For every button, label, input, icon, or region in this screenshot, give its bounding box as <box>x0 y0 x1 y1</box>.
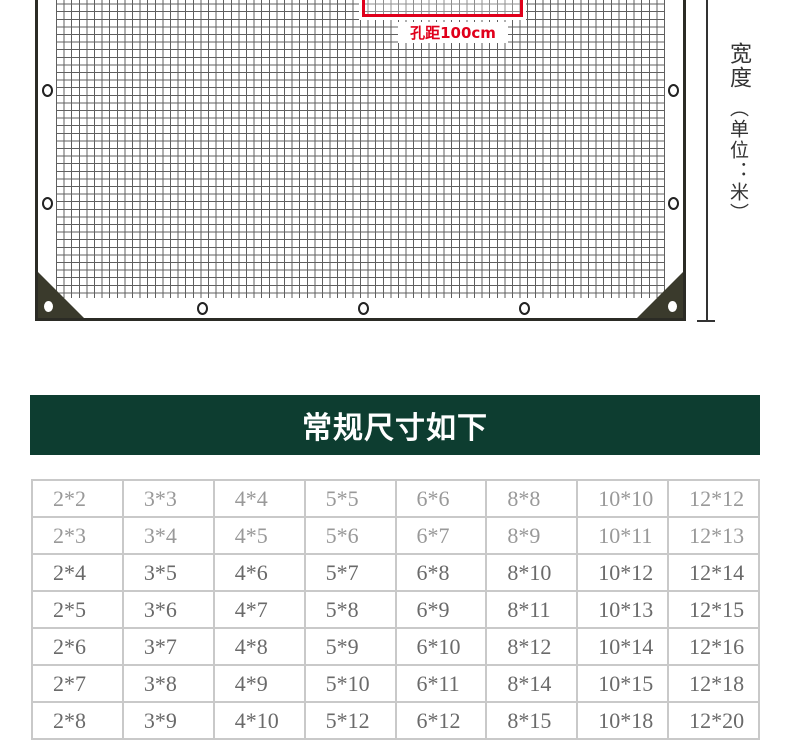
size-cell: 3*5 <box>121 553 215 592</box>
size-cell: 5*9 <box>303 627 397 666</box>
size-cell: 2*5 <box>31 590 124 629</box>
grommet <box>42 197 53 210</box>
size-cell: 8*14 <box>485 664 579 703</box>
hole-spacing-label: 孔距100cm <box>398 22 508 43</box>
size-cell: 4*5 <box>212 516 306 555</box>
table-row: 2*6 3*7 4*8 5*9 6*10 8*12 10*14 12*16 <box>31 627 760 666</box>
size-cell: 5*10 <box>303 664 397 703</box>
size-cell: 8*9 <box>485 516 579 555</box>
mesh-grid <box>56 0 665 298</box>
size-cell: 6*10 <box>394 627 488 666</box>
size-cell: 8*10 <box>485 553 579 592</box>
grommet <box>668 301 677 312</box>
size-cell: 2*3 <box>31 516 124 555</box>
grommet <box>358 302 369 315</box>
grommet <box>44 301 53 312</box>
size-cell: 10*18 <box>576 701 670 740</box>
size-cell: 5*5 <box>303 479 397 518</box>
size-cell: 3*9 <box>121 701 215 740</box>
size-cell: 3*3 <box>121 479 215 518</box>
grommet <box>197 302 208 315</box>
size-cell: 3*4 <box>121 516 215 555</box>
size-cell: 10*11 <box>576 516 670 555</box>
size-cell: 12*12 <box>667 479 760 518</box>
size-cell: 3*7 <box>121 627 215 666</box>
size-cell: 6*8 <box>394 553 488 592</box>
size-cell: 2*6 <box>31 627 124 666</box>
size-cell: 4*7 <box>212 590 306 629</box>
size-cell: 4*4 <box>212 479 306 518</box>
size-cell: 3*8 <box>121 664 215 703</box>
size-cell: 8*8 <box>485 479 579 518</box>
grommet <box>668 197 679 210</box>
size-cell: 4*6 <box>212 553 306 592</box>
table-row: 2*4 3*5 4*6 5*7 6*8 8*10 10*12 12*14 <box>31 553 760 592</box>
size-cell: 10*15 <box>576 664 670 703</box>
size-cell: 2*2 <box>31 479 124 518</box>
size-cell: 10*13 <box>576 590 670 629</box>
size-cell: 12*18 <box>667 664 760 703</box>
table-row: 2*5 3*6 4*7 5*8 6*9 8*11 10*13 12*15 <box>31 590 760 629</box>
size-cell: 6*11 <box>394 664 488 703</box>
size-cell: 2*8 <box>31 701 124 740</box>
size-cell: 8*15 <box>485 701 579 740</box>
size-cell: 6*7 <box>394 516 488 555</box>
size-cell: 10*14 <box>576 627 670 666</box>
size-cell: 8*11 <box>485 590 579 629</box>
size-cell: 10*10 <box>576 479 670 518</box>
size-cell: 4*8 <box>212 627 306 666</box>
size-cell: 6*6 <box>394 479 488 518</box>
unit-label: （单位：米） <box>727 98 749 224</box>
table-row: 2*3 3*4 4*5 5*6 6*7 8*9 10*11 12*13 <box>31 516 760 555</box>
size-cell: 8*12 <box>485 627 579 666</box>
size-cell: 12*15 <box>667 590 760 629</box>
net-diagram <box>35 0 686 321</box>
size-cell: 12*14 <box>667 553 760 592</box>
dimension-tick <box>697 320 715 322</box>
dimension-line <box>706 0 708 321</box>
grommet <box>519 302 530 315</box>
grommet <box>42 84 53 97</box>
size-cell: 4*9 <box>212 664 306 703</box>
size-table: 2*2 3*3 4*4 5*5 6*6 8*8 10*10 12*12 2*3 3*4 4*5 5*6… <box>31 479 760 740</box>
size-cell: 5*6 <box>303 516 397 555</box>
hole-spacing-highlight <box>362 0 523 17</box>
size-cell: 10*12 <box>576 553 670 592</box>
size-cell: 5*8 <box>303 590 397 629</box>
size-cell: 6*9 <box>394 590 488 629</box>
size-cell: 5*12 <box>303 701 397 740</box>
table-row: 2*7 3*8 4*9 5*10 6*11 8*14 10*15 12*18 <box>31 664 760 703</box>
size-cell: 2*7 <box>31 664 124 703</box>
size-cell: 12*20 <box>667 701 760 740</box>
table-row: 2*8 3*9 4*10 5*12 6*12 8*15 10*18 12*20 <box>31 701 760 740</box>
size-cell: 3*6 <box>121 590 215 629</box>
size-cell: 5*7 <box>303 553 397 592</box>
width-dimension-label: 宽度 （单位：米） <box>722 42 754 224</box>
grommet <box>668 84 679 97</box>
size-cell: 12*16 <box>667 627 760 666</box>
size-cell: 4*10 <box>212 701 306 740</box>
table-row: 2*2 3*3 4*4 5*5 6*6 8*8 10*10 12*12 <box>31 479 760 518</box>
section-banner: 常规尺寸如下 <box>30 395 760 455</box>
width-label: 宽度 <box>726 42 751 90</box>
size-cell: 12*13 <box>667 516 760 555</box>
size-cell: 2*4 <box>31 553 124 592</box>
size-cell: 6*12 <box>394 701 488 740</box>
